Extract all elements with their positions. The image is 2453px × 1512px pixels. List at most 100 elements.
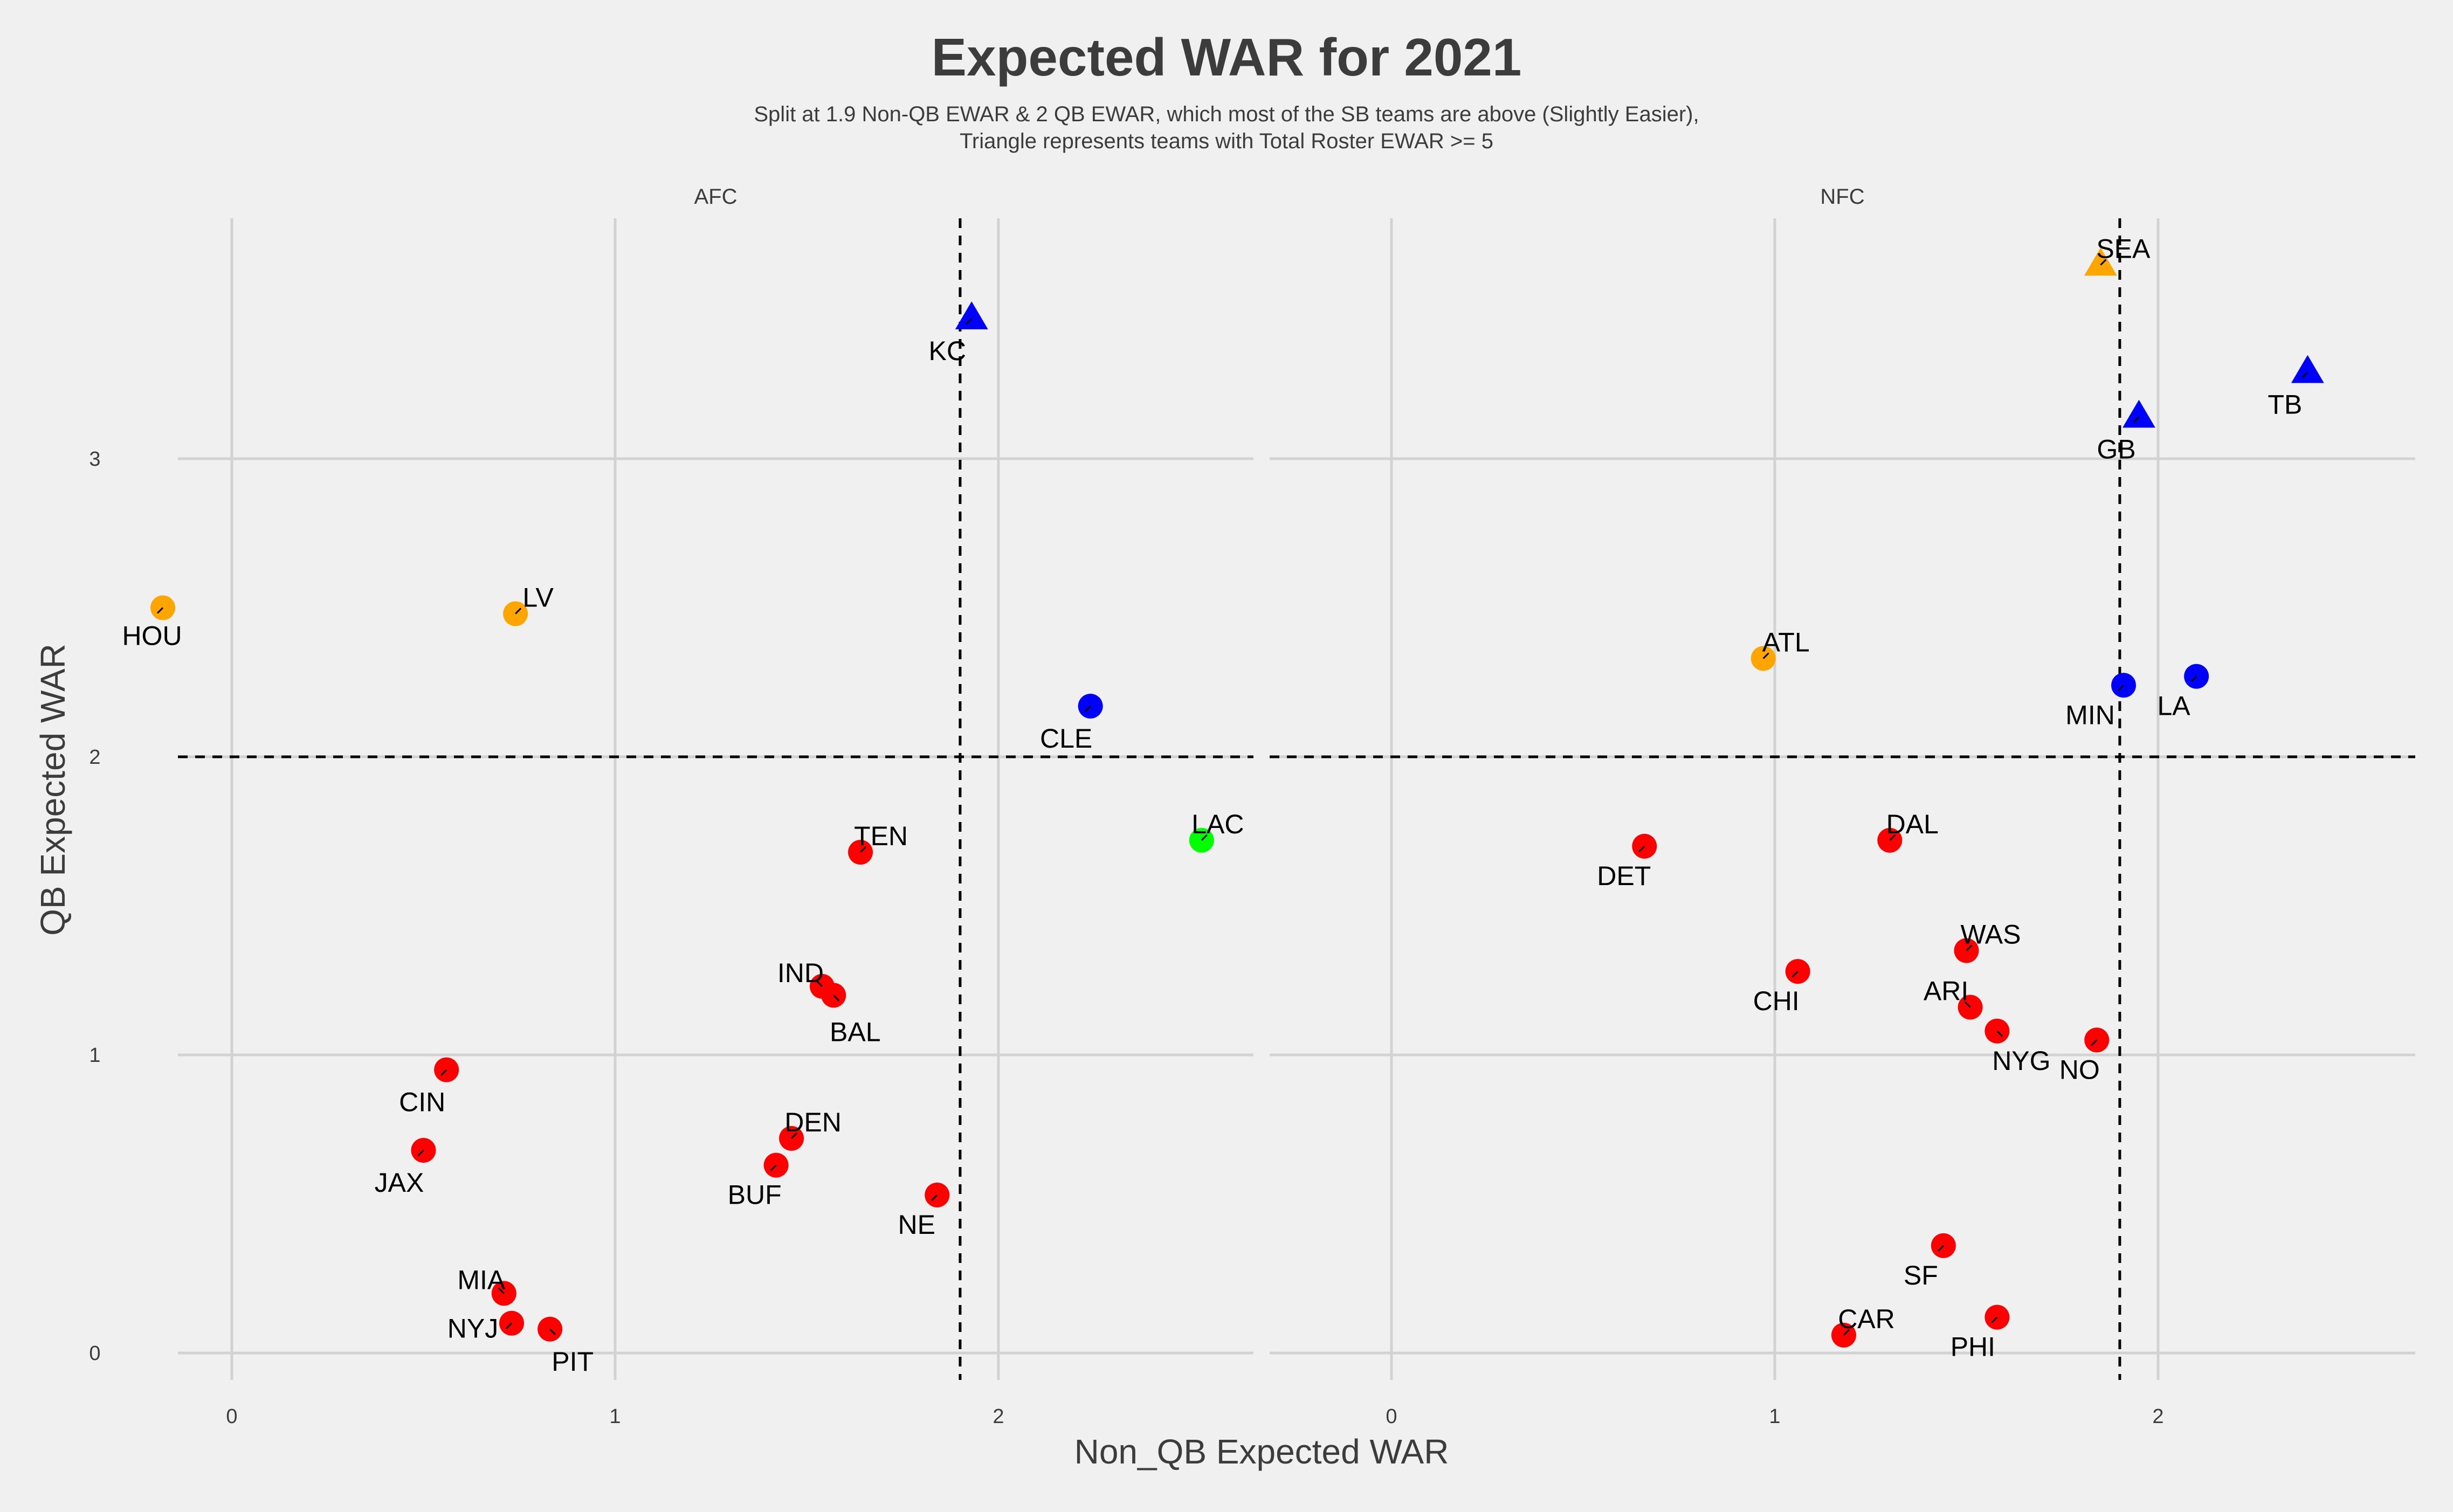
team-point-group: DEN: [779, 1107, 842, 1151]
team-point-group: CIN: [399, 1057, 459, 1117]
team-point-group: CAR: [1831, 1304, 1895, 1348]
team-label: SF: [1904, 1260, 1938, 1290]
team-label: DEN: [784, 1107, 842, 1137]
label-leader-line: [2190, 675, 2197, 682]
team-point-group: LAC: [1189, 809, 1244, 853]
label-leader-line: [790, 1132, 798, 1139]
y-tick-label: 0: [89, 1342, 100, 1365]
team-point-group: GB: [2097, 399, 2155, 465]
team-label: MIA: [457, 1265, 506, 1295]
team-label: NYG: [1992, 1046, 2050, 1076]
team-point-group: DAL: [1877, 809, 1939, 853]
team-label: CLE: [1040, 723, 1092, 754]
x-axis-label: Non_QB Expected WAR: [1074, 1432, 1449, 1471]
label-leader-line: [515, 607, 522, 615]
team-point-group: NE: [898, 1182, 950, 1240]
team-point-group: PIT: [538, 1316, 594, 1377]
label-leader-line: [1084, 705, 1091, 713]
facet-label: AFC: [694, 185, 738, 209]
label-leader-line: [966, 318, 973, 325]
label-leader-line: [931, 1194, 938, 1201]
label-leader-line: [2133, 416, 2140, 423]
team-point-group: KC: [928, 301, 988, 366]
facet-label: NFC: [1820, 185, 1864, 209]
team-label: PIT: [552, 1347, 594, 1377]
team-point-group: BAL: [821, 983, 881, 1047]
team-label: BUF: [728, 1180, 782, 1210]
x-tick-label: 0: [226, 1405, 237, 1428]
team-label: BAL: [830, 1017, 881, 1047]
label-leader-line: [1937, 1245, 1944, 1252]
team-point-group: JAX: [375, 1137, 436, 1198]
label-leader-line: [2100, 259, 2107, 266]
team-point-group: SEA: [2084, 234, 2151, 276]
label-leader-line: [1791, 971, 1799, 978]
team-point-group: NYJ: [447, 1310, 525, 1344]
label-leader-line: [1762, 652, 1769, 659]
team-label: NO: [2059, 1054, 2100, 1085]
facet-panel-nfc: NFC 0 1 2 SEA TB GB ATL LA MIN DAL DET WAS CHI ARI NYG N…: [1270, 185, 2415, 1428]
team-label: KC: [928, 336, 966, 366]
label-leader-line: [2117, 685, 2125, 692]
team-label: HOU: [122, 621, 182, 651]
label-leader-line: [1991, 1316, 1998, 1323]
label-leader-line: [770, 1164, 777, 1171]
team-label: ARI: [1924, 976, 1968, 1006]
y-tick-label: 2: [89, 746, 100, 769]
label-leader-line: [1996, 1030, 2003, 1037]
label-leader-line: [833, 995, 840, 1002]
label-leader-line: [1966, 944, 1973, 951]
x-tick-label: 1: [609, 1405, 621, 1428]
team-label: LAC: [1191, 809, 1244, 839]
label-leader-line: [549, 1328, 556, 1335]
label-leader-line: [816, 980, 823, 987]
team-label: DET: [1597, 861, 1651, 891]
chart-title: Expected WAR for 2021: [932, 27, 1522, 87]
team-label: NE: [898, 1210, 935, 1240]
label-leader-line: [2091, 1039, 2098, 1046]
chart-subtitle-line-1: Split at 1.9 Non-QB EWAR & 2 QB EWAR, wh…: [754, 102, 1699, 126]
team-point-group: PHI: [1951, 1304, 2010, 1362]
team-point-group: DET: [1597, 833, 1657, 891]
team-point-group: LA: [2158, 664, 2209, 721]
team-point-group: MIA: [457, 1265, 516, 1306]
label-leader-line: [1201, 834, 1208, 841]
team-point-group: LV: [503, 583, 554, 626]
team-label: LV: [522, 583, 554, 613]
team-label: WAS: [1960, 919, 2021, 949]
y-axis-label: QB Expected WAR: [33, 644, 72, 936]
team-label: CAR: [1838, 1304, 1895, 1334]
team-point-group: BUF: [728, 1152, 789, 1210]
label-leader-line: [1843, 1329, 1850, 1336]
label-leader-line: [498, 1287, 505, 1294]
team-marker-triangle[interactable]: [955, 301, 988, 329]
team-label: DAL: [1886, 809, 1939, 839]
y-tick-label: 3: [89, 448, 100, 471]
team-label: CIN: [399, 1087, 445, 1117]
chart-subtitle-line-2: Triangle represents teams with Total Ros…: [960, 129, 1493, 153]
team-marker-triangle[interactable]: [2084, 247, 2117, 276]
x-tick-label: 2: [2152, 1405, 2163, 1428]
team-label: TEN: [854, 821, 908, 851]
team-label: JAX: [375, 1168, 424, 1198]
team-label: ATL: [1762, 627, 1810, 658]
label-leader-line: [505, 1322, 513, 1329]
team-marker-triangle[interactable]: [2123, 399, 2155, 428]
team-point-group: NYG: [1985, 1018, 2051, 1076]
team-label: PHI: [1951, 1332, 1995, 1362]
y-tick-label: 1: [89, 1044, 100, 1067]
label-leader-line: [1889, 834, 1896, 841]
team-point-group: SF: [1904, 1233, 1956, 1290]
team-label: GB: [2097, 434, 2135, 465]
team-label: CHI: [1753, 986, 1800, 1016]
team-point-group: MIN: [2065, 673, 2137, 730]
team-point-group: HOU: [122, 595, 182, 651]
label-leader-line: [417, 1149, 424, 1157]
team-marker-triangle[interactable]: [2291, 355, 2324, 383]
team-point-group: CHI: [1753, 959, 1810, 1016]
team-label: SEA: [2096, 234, 2151, 264]
team-point-group: TEN: [848, 821, 908, 865]
